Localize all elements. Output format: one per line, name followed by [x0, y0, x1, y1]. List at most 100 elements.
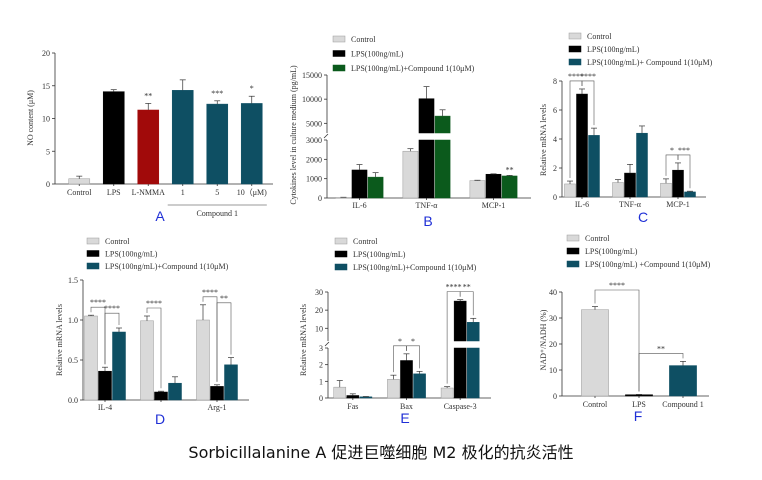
y-tick-label: 0 — [553, 392, 557, 401]
bar — [140, 320, 154, 401]
bar — [84, 315, 98, 401]
bar — [102, 91, 125, 185]
significance-label: **** — [609, 281, 625, 290]
significance-label: ** — [506, 165, 514, 174]
x-tick-label: IL-6 — [575, 200, 589, 209]
bar — [418, 98, 435, 134]
bar — [333, 386, 347, 399]
bar — [636, 132, 648, 198]
bar — [466, 322, 480, 342]
x-tick-label: L-NMMA — [132, 188, 166, 197]
significance-label: **** — [446, 283, 462, 292]
y-tick-label: 1.5 — [68, 276, 78, 285]
bar — [453, 300, 467, 342]
legend-label: LPS(100ng/mL) — [105, 250, 158, 259]
panel-f: 0 10 20 30 40 NAD⁺/NADH (%) Control LPS Compound… — [539, 234, 711, 424]
significance-label: * — [411, 337, 415, 346]
y-tick-label: 1000 — [306, 175, 322, 184]
significance-label: **** — [90, 298, 106, 307]
bar — [346, 395, 360, 399]
panel-d: 0.0 0.5 1.0 1.5 Relative mRNA levels IL-4 Arg-… — [55, 237, 249, 427]
y-tick-label: 2 — [553, 164, 557, 173]
bar — [367, 176, 384, 199]
bar — [418, 139, 435, 199]
panel-letter: B — [423, 213, 432, 229]
panel-letter: A — [155, 208, 165, 224]
y-tick-label: 40 — [549, 288, 557, 297]
y-tick-label: 20 — [549, 340, 557, 349]
legend-label: Control — [353, 237, 378, 246]
bar — [359, 396, 373, 399]
panel-letter: F — [634, 408, 643, 424]
y-tick-label: 10 — [42, 115, 50, 124]
bar — [612, 182, 624, 198]
x-tick-label: Bax — [400, 402, 413, 411]
y-tick-label: 30 — [549, 314, 557, 323]
y-tick-label: 1.0 — [68, 316, 78, 325]
y-tick-label: 0.5 — [68, 356, 78, 365]
panel-letter: C — [638, 209, 648, 225]
legend-label: LPS(100ng/mL)+Compound 1(10μM) — [353, 263, 477, 272]
x-tick-label: Compound 1 — [662, 400, 704, 409]
bar — [660, 182, 672, 198]
significance-label: *** — [211, 89, 223, 98]
bar — [469, 180, 486, 199]
y-tick-label: 20 — [42, 49, 50, 58]
bar — [224, 364, 238, 401]
legend-swatch — [334, 263, 348, 271]
legend-label: LPS(100ng/mL) — [351, 50, 404, 59]
x-tick-label: Caspase-3 — [444, 402, 477, 411]
bar — [485, 173, 502, 199]
y-tick-label: 30 — [315, 288, 323, 297]
x-tick-label: LPS — [632, 400, 646, 409]
significance-label: **** — [202, 288, 218, 297]
x-tick-label: Arg-1 — [208, 403, 227, 412]
axis-break-mark — [324, 341, 330, 347]
figure-caption: Sorbicillalanine A 促进巨噬细胞 M2 极化的抗炎活性 — [188, 443, 574, 462]
bar — [581, 309, 609, 397]
x-tick-label: MCP-1 — [666, 200, 690, 209]
significance-label: ** — [657, 344, 665, 353]
y-tick-label: 15000 — [302, 71, 322, 80]
significance-label: **** — [104, 304, 120, 313]
significance-bracket — [146, 307, 162, 389]
x-tick-label: LPS — [107, 188, 121, 197]
bar — [206, 103, 229, 185]
y-axis-title: Cytokines level in culture medium (pg/mL… — [289, 65, 298, 205]
x-tick-label: IL-6 — [352, 201, 366, 210]
legend-label: LPS(100ng/mL)+ Compound 1(10μM) — [587, 58, 713, 67]
legend-swatch — [566, 247, 580, 255]
legend-label: Control — [585, 234, 610, 243]
bar — [137, 109, 160, 185]
significance-label: ** — [220, 294, 228, 303]
significance-label: * — [670, 146, 674, 155]
panel-e: 0 1 2 3 10 20 30 Relative mRNA levels Fas Bax Casp… — [299, 237, 491, 426]
y-tick-label: 20 — [315, 306, 323, 315]
x-tick-label: MCP-1 — [482, 201, 506, 210]
bar — [171, 90, 194, 185]
bar — [588, 135, 600, 198]
significance-bracket — [677, 154, 691, 189]
y-tick-label: 3 — [319, 344, 323, 353]
legend-swatch — [86, 250, 100, 257]
y-tick-label: 10000 — [302, 95, 322, 104]
legend-swatch — [86, 262, 100, 270]
legend-swatch — [566, 234, 580, 242]
y-tick-label: 5000 — [306, 119, 322, 128]
bar — [112, 331, 126, 401]
y-tick-label: 0 — [318, 194, 322, 203]
significance-label: **** — [568, 72, 584, 81]
significance-bracket — [638, 353, 684, 392]
bar — [154, 391, 168, 401]
y-tick-label: 8 — [553, 77, 557, 86]
y-tick-label: 0.0 — [68, 396, 78, 405]
significance-bracket — [406, 345, 420, 369]
y-axis-title: Relative mRNA levels — [539, 104, 548, 176]
x-tick-label: TNF-α — [416, 201, 439, 210]
y-tick-label: 0 — [553, 193, 557, 202]
x-tick-label: 5 — [215, 188, 219, 197]
legend-label: LPS(100ng/mL)+Compound 1(10μM) — [105, 262, 229, 271]
y-tick-label: 1 — [319, 377, 323, 386]
